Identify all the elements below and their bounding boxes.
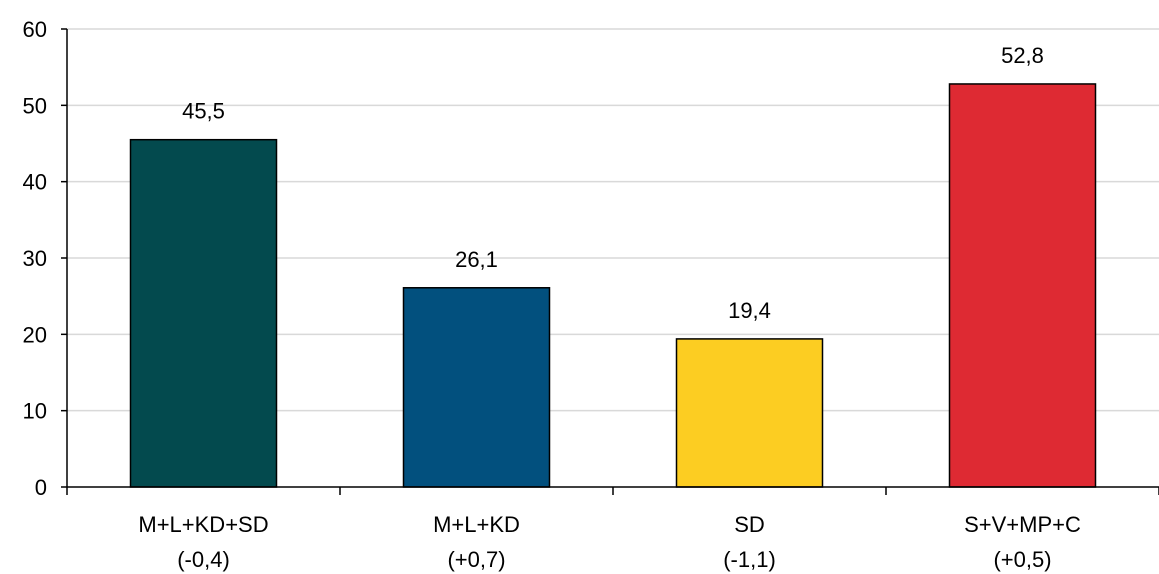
x-axis: M+L+KD+SD (-0,4) M+L+KD (+0,7) SD (-1,1) S+V+M… <box>66 486 1159 572</box>
y-axis: 0 10 20 30 40 50 60 <box>23 17 68 500</box>
y-tick-label: 60 <box>23 17 47 42</box>
data-label: 52,8 <box>1001 43 1044 68</box>
data-label: 26,1 <box>455 247 498 272</box>
data-labels: 45,5 26,1 19,4 52,8 <box>182 43 1044 323</box>
bars <box>129 83 1097 488</box>
y-tick-label: 40 <box>23 170 47 195</box>
data-label: 45,5 <box>182 99 225 124</box>
x-tick-label: M+L+KD (+0,7) <box>433 512 520 572</box>
y-tick-label: 30 <box>23 246 47 271</box>
data-label: 19,4 <box>728 298 771 323</box>
x-tick-label: S+V+MP+C (+0,5) <box>964 512 1081 572</box>
y-tick-label: 10 <box>23 399 47 424</box>
y-tick-label: 20 <box>23 322 47 347</box>
y-tick-label: 50 <box>23 93 47 118</box>
bar <box>129 138 278 488</box>
bar <box>675 338 824 488</box>
bar <box>402 287 551 488</box>
x-tick-label: SD (-1,1) <box>723 512 776 572</box>
y-tick-label: 0 <box>35 475 47 500</box>
bar <box>948 83 1097 488</box>
x-tick-label: M+L+KD+SD (-0,4) <box>138 512 268 572</box>
